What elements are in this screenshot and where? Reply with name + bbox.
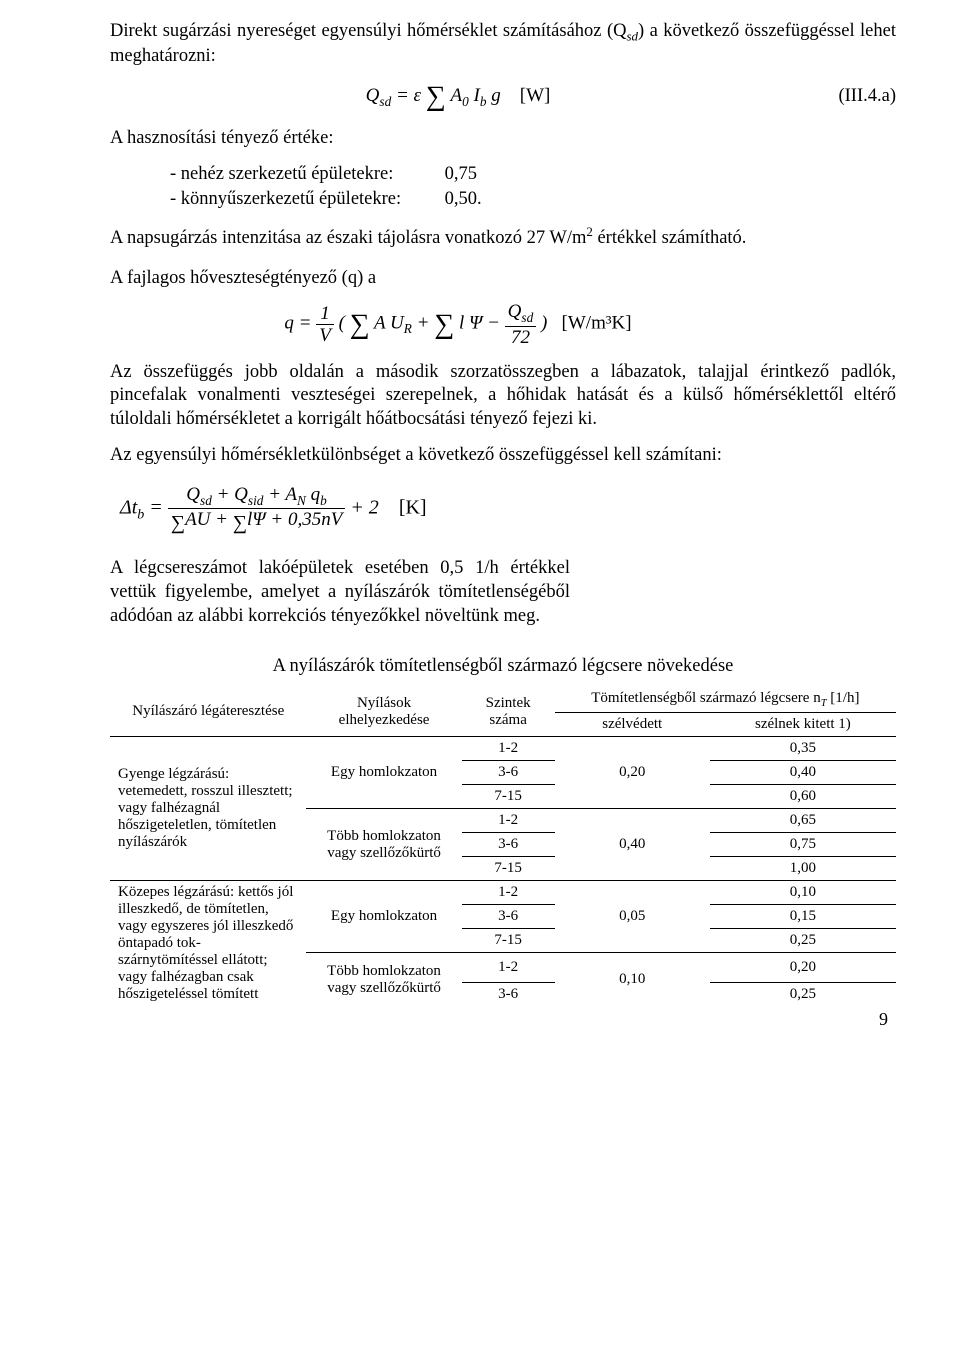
subscript: sd [626, 29, 638, 44]
cell-val: 0,60 [710, 785, 896, 809]
cell-val: 0,65 [710, 809, 896, 833]
text: - könnyűszerkezetű épületekre: [170, 188, 440, 212]
page: Direkt sugárzási nyereséget egyensúlyi h… [0, 0, 960, 1036]
equation-2-row: q = 1V ( ∑ A UR + ∑ l Ψ − Qsd72 ) [W/m³K… [110, 302, 896, 346]
cell-val: 0,20 [710, 953, 896, 983]
paragraph-intro: Direkt sugárzási nyereséget egyensúlyi h… [110, 20, 896, 69]
bullet-heavy: - nehéz szerkezetű épületekre: 0,75 [170, 163, 896, 187]
th-col1: Nyílászáró légáteresztése [110, 687, 306, 737]
cell-lvl: 1-2 [462, 809, 555, 833]
text: A napsugárzás intenzitása az északi tájo… [110, 228, 586, 248]
text: értékkel számítható. [593, 228, 747, 248]
equation-1: Qsd = ε ∑ A0 Ib g [W] [110, 81, 806, 113]
cell-val: 0,10 [710, 881, 896, 905]
equation-1-label: (III.4.a) [806, 86, 896, 107]
cell-val: 0,75 [710, 833, 896, 857]
equation-3: Δtb = Qsd + Qsid + AN qb ∑AU + ∑lΨ + 0,3… [120, 485, 896, 533]
cell-loc: Egy homlokzaton [306, 881, 461, 953]
paragraph-balance: Az egyensúlyi hőmérsékletkülönbséget a k… [110, 444, 896, 468]
cell-val: 0,20 [555, 737, 710, 809]
cell-lvl: 3-6 [462, 905, 555, 929]
bullet-light: - könnyűszerkezetű épületekre: 0,50. [170, 188, 896, 212]
cell-val: 0,15 [710, 905, 896, 929]
table-row: Gyenge légzárású: vetemedett, rosszul il… [110, 737, 896, 761]
unit: [W/m³K] [562, 313, 632, 334]
cell-rowB: Közepes légzárású: kettős jól illeszkedő… [110, 881, 306, 1007]
equation-1-row: Qsd = ε ∑ A0 Ib g [W] (III.4.a) [110, 81, 896, 113]
table-row: Közepes légzárású: kettős jól illeszkedő… [110, 881, 896, 905]
text: - nehéz szerkezetű épületekre: [170, 163, 440, 187]
cell-lvl: 7-15 [462, 929, 555, 953]
cell-val: 0,10 [555, 953, 710, 1007]
cell-lvl: 1-2 [462, 881, 555, 905]
th-szelnek: szélnek kitett 1) [710, 713, 896, 737]
th-col2: Nyílások elhelyezkedése [306, 687, 461, 737]
cell-lvl: 1-2 [462, 953, 555, 983]
cell-lvl: 3-6 [462, 833, 555, 857]
th-szelvedett: szélvédett [555, 713, 710, 737]
th-col3: Szintek száma [462, 687, 555, 737]
table-title: A nyílászárók tömítetlenségből származó … [110, 656, 896, 677]
cell-val: 1,00 [710, 857, 896, 881]
th-col4: Tömítetlenségből származó légcsere nT [1… [555, 687, 896, 713]
equation-2: q = 1V ( ∑ A UR + ∑ l Ψ − Qsd72 ) [W/m³K… [110, 302, 806, 346]
paragraph-q: A fajlagos hőveszteségtényező (q) a [110, 267, 896, 291]
cell-loc: Egy homlokzaton [306, 737, 461, 809]
cell-val: 0,40 [555, 809, 710, 881]
value: 0,75 [445, 164, 477, 184]
cell-val: 0,40 [710, 761, 896, 785]
cell-loc: Több homlokzaton vagy szellőzőkürtő [306, 809, 461, 881]
cell-val: 0,25 [710, 983, 896, 1007]
cell-val: 0,25 [710, 929, 896, 953]
cell-val: 0,05 [555, 881, 710, 953]
air-change-table: Nyílászáró légáteresztése Nyílások elhel… [110, 687, 896, 1006]
page-number: 9 [879, 1009, 888, 1030]
cell-lvl: 7-15 [462, 785, 555, 809]
cell-lvl: 3-6 [462, 983, 555, 1007]
cell-lvl: 3-6 [462, 761, 555, 785]
paragraph-air: A légcsereszámot lakóépületek esetében 0… [110, 557, 570, 628]
cell-val: 0,35 [710, 737, 896, 761]
text: Direkt sugárzási nyereséget egyensúlyi h… [110, 21, 626, 41]
cell-lvl: 1-2 [462, 737, 555, 761]
table-row: Nyílászáró légáteresztése Nyílások elhel… [110, 687, 896, 713]
paragraph-solar: A napsugárzás intenzitása az északi tájo… [110, 224, 896, 251]
cell-loc: Több homlokzaton vagy szellőzőkürtő [306, 953, 461, 1007]
cell-rowA: Gyenge légzárású: vetemedett, rosszul il… [110, 737, 306, 881]
paragraph-explain: Az összefüggés jobb oldalán a második sz… [110, 361, 896, 432]
paragraph-utilization: A hasznosítási tényező értéke: [110, 127, 896, 151]
cell-lvl: 7-15 [462, 857, 555, 881]
value: 0,50. [445, 189, 482, 209]
